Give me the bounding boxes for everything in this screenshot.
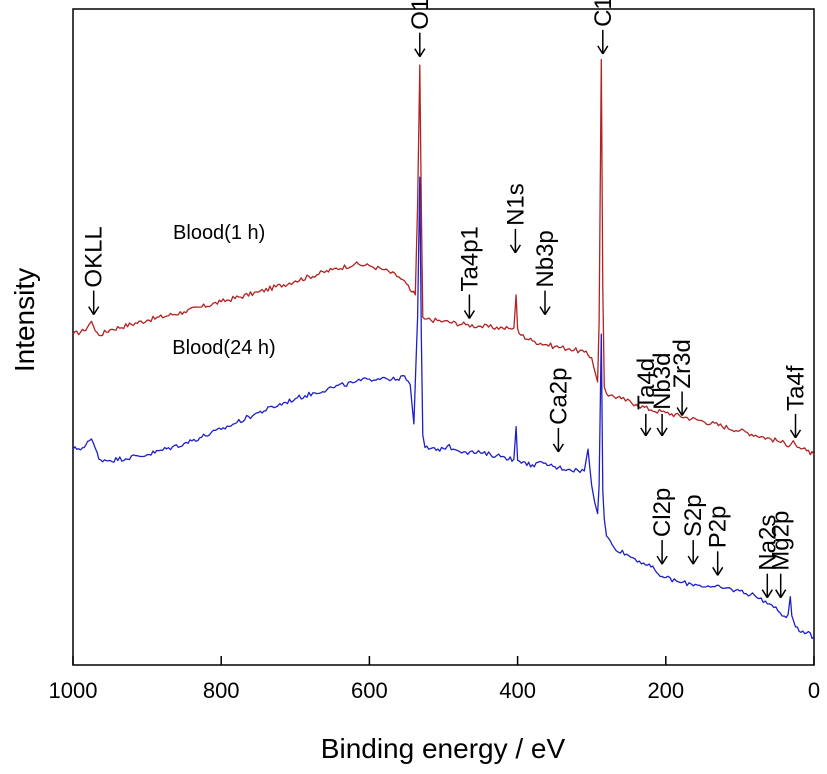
arrow-head-icon — [687, 555, 699, 565]
arrow-head-icon — [676, 407, 688, 416]
peak-annotation: Ca2p — [545, 368, 572, 453]
arrow-head-icon — [509, 244, 522, 254]
arrow-head-icon — [712, 566, 724, 576]
x-axis-ticks: 1000 800 600 400 200 0 — [49, 656, 820, 703]
y-axis-title: Intensity — [9, 268, 40, 372]
peak-annotation: P2p — [705, 506, 732, 576]
arrow-head-icon — [539, 306, 551, 315]
x-tick-label: 800 — [203, 678, 240, 703]
x-axis-title: Binding energy / eV — [321, 733, 566, 764]
peak-annotation: Zr3d — [669, 339, 696, 416]
peak-label: Ca2p — [545, 368, 572, 425]
peak-label: C1s — [590, 0, 617, 27]
peak-label: Mg2p — [768, 511, 795, 571]
x-tick-label: 400 — [499, 678, 536, 703]
peak-label: Na2s — [754, 515, 781, 571]
peak-label: O1s — [407, 0, 434, 30]
series-label: Blood(24 h) — [172, 337, 275, 359]
peak-label: OKLL — [81, 226, 108, 287]
series-line — [72, 176, 815, 640]
peak-label: Nb3d — [649, 353, 676, 410]
peak-annotation: Nb3d — [649, 353, 676, 437]
peak-label: Ta4p1 — [456, 226, 483, 291]
peak-label: P2p — [705, 506, 732, 549]
series-line — [72, 58, 815, 456]
peak-annotation: Ta4d — [633, 358, 660, 437]
x-tick-label: 1000 — [49, 678, 98, 703]
peak-label: Ta4d — [633, 358, 660, 410]
peak-annotation: Nb3p — [532, 230, 559, 315]
peak-label: Cl2p — [649, 488, 676, 537]
peak-annotation: Cl2p — [649, 488, 676, 565]
peak-annotation: Ta4f — [783, 365, 810, 439]
arrow-head-icon — [640, 427, 652, 437]
peak-label: Ta4f — [783, 365, 810, 411]
plot-frame — [72, 8, 815, 666]
arrow-head-icon — [552, 443, 565, 453]
peak-annotation: Mg2p — [768, 511, 795, 599]
peak-annotation: Na2s — [754, 515, 781, 599]
peak-label: Nb3p — [532, 230, 559, 287]
arrow-head-icon — [414, 48, 426, 58]
series-label: Blood(1 h) — [173, 222, 265, 244]
x-tick-label: 0 — [808, 678, 820, 703]
x-tick-label: 600 — [351, 678, 388, 703]
peak-annotation: S2p — [680, 494, 707, 565]
x-tick-label: 200 — [647, 678, 684, 703]
peak-annotation: C1s — [590, 0, 617, 55]
arrow-head-icon — [463, 310, 476, 319]
series-group — [72, 58, 815, 640]
arrow-head-icon — [761, 589, 773, 599]
peak-annotation: OKLL — [81, 226, 108, 315]
peak-annotation: O1s — [407, 0, 434, 58]
peak-annotation: N1s — [502, 183, 529, 254]
arrow-head-icon — [656, 427, 668, 437]
peak-label: Zr3d — [669, 339, 696, 388]
peak-label: N1s — [502, 183, 529, 226]
series-labels: Blood(1 h) Blood(24 h) — [172, 222, 275, 359]
arrow-head-icon — [597, 45, 609, 55]
arrow-head-icon — [88, 306, 100, 315]
peak-label: S2p — [680, 494, 707, 537]
arrow-head-icon — [775, 589, 787, 599]
arrow-head-icon — [656, 555, 668, 565]
arrow-head-icon — [789, 429, 802, 439]
peak-annotation: Ta4p1 — [456, 226, 483, 319]
